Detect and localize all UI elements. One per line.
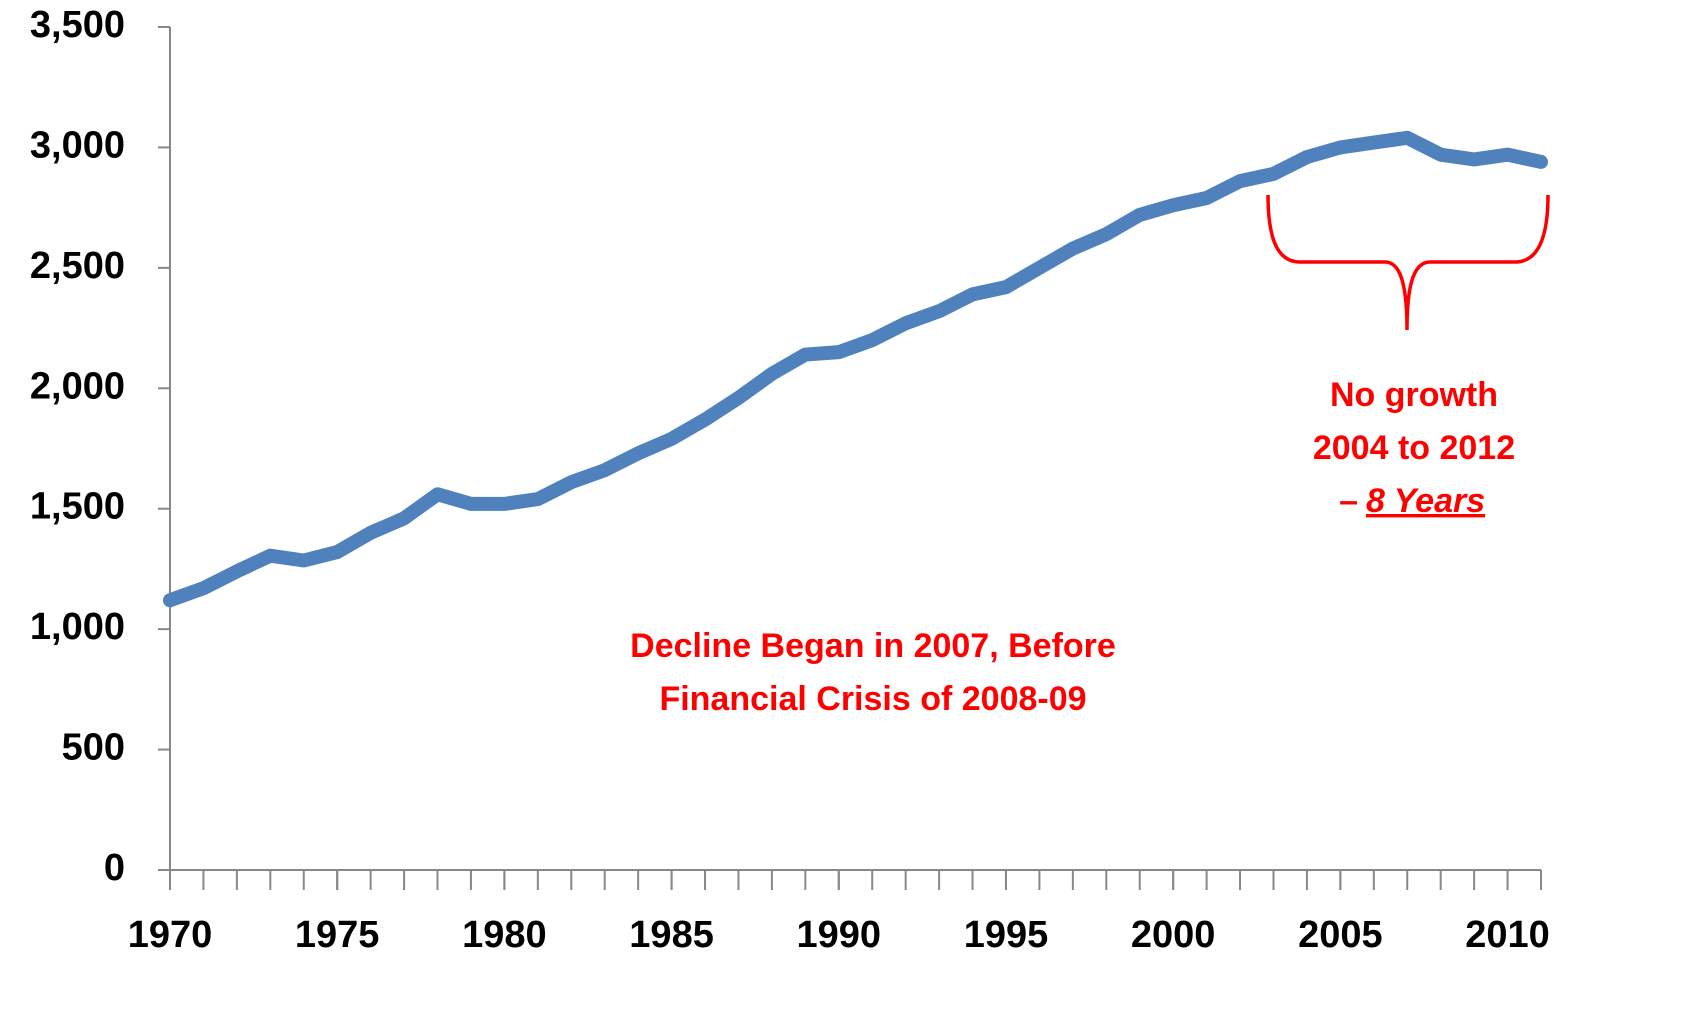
x-tick-label: 2010 <box>1465 914 1550 956</box>
annotation: 2004 to 2012 <box>1313 429 1515 467</box>
x-tick-label: 1970 <box>128 914 213 956</box>
x-tick-label: 1980 <box>462 914 547 956</box>
x-tick-label: 2005 <box>1298 914 1383 956</box>
x-tick-label: 1990 <box>797 914 882 956</box>
annotation: – <box>1339 482 1358 520</box>
x-tick-label: 2000 <box>1131 914 1216 956</box>
x-tick-label: 1995 <box>964 914 1049 956</box>
y-tick-label: 2,500 <box>30 245 125 287</box>
y-tick-label: 1,000 <box>30 606 125 648</box>
annotation: No growth <box>1330 376 1498 414</box>
y-tick-label: 3,500 <box>30 4 125 46</box>
x-tick-label: 1975 <box>295 914 380 956</box>
y-tick-label: 500 <box>62 727 125 769</box>
annotation: Financial Crisis of 2008-09 <box>659 680 1086 718</box>
data-line <box>163 130 1548 608</box>
annotation: Decline Began in 2007, Before <box>630 627 1116 665</box>
y-tick-label: 3,000 <box>30 124 125 166</box>
y-tick-label: 0 <box>104 847 125 889</box>
brace <box>1266 194 1550 331</box>
y-tick-label: 2,000 <box>30 365 125 407</box>
y-tick-label: 1,500 <box>30 486 125 528</box>
x-tick-label: 1985 <box>629 914 714 956</box>
annotation: 8 Years <box>1366 482 1485 520</box>
